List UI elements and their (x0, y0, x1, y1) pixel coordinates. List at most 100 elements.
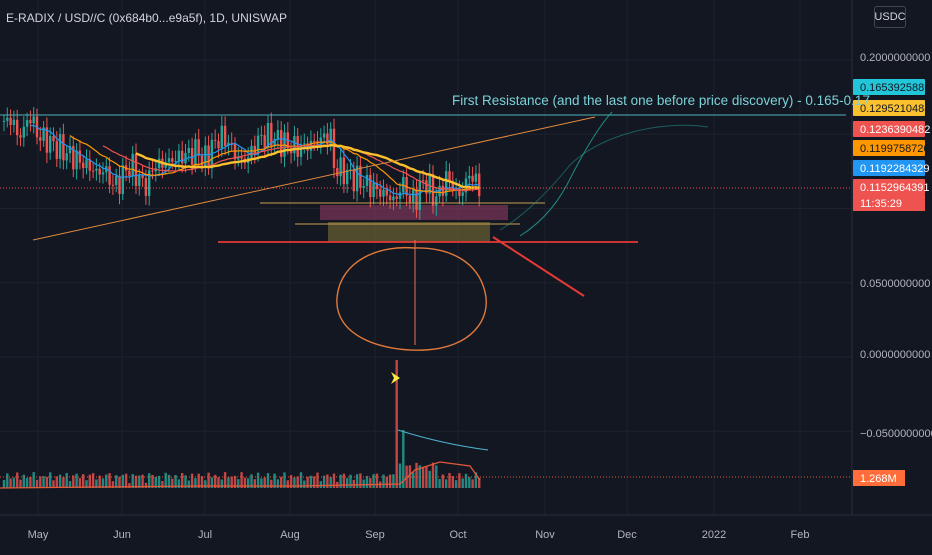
candle (369, 168, 372, 208)
volume-bar (42, 476, 45, 488)
volume-bar (95, 479, 98, 488)
candle (214, 129, 217, 149)
candle (233, 137, 237, 170)
candle-body (375, 182, 379, 190)
candle (273, 132, 276, 155)
candle-body (65, 153, 68, 161)
volume-bar (319, 481, 322, 488)
moving-average-line (135, 143, 480, 190)
candle-body (240, 157, 243, 159)
candle-body (58, 134, 62, 159)
candle-body (365, 174, 369, 186)
volume-bar (85, 480, 88, 488)
volume-bar (78, 478, 82, 488)
volume-bar (247, 478, 250, 488)
price-badge-label: 0.1653925886 (860, 82, 930, 94)
symbol-title: E-RADIX / USD//C (0x684b0...e9a5f), 1D, … (6, 11, 287, 25)
candle (25, 112, 29, 137)
candle-body (184, 152, 187, 164)
volume-bar (121, 474, 124, 488)
candle-body (270, 123, 273, 147)
volume-bar (138, 475, 141, 488)
candle (382, 179, 385, 206)
candle-body (336, 167, 339, 177)
candle-body (458, 187, 461, 196)
volume-bar (299, 472, 303, 488)
volume-bar (32, 472, 35, 488)
price-badge: 0.1152964391 (853, 179, 930, 195)
volume-bar (101, 478, 105, 488)
candle-body (128, 170, 131, 176)
candle-body (253, 145, 256, 154)
candle (398, 182, 402, 210)
volume-bar (415, 462, 418, 488)
candle-body (359, 165, 362, 188)
candle-body (82, 162, 85, 169)
volume-bar (276, 479, 280, 488)
candle (32, 107, 35, 134)
candle-body (382, 189, 385, 197)
volume-bar (91, 473, 95, 488)
volume-bar (296, 476, 299, 488)
price-tick-label: 0.0000000000 (860, 349, 930, 361)
candle (451, 171, 454, 197)
candle-body (157, 158, 161, 169)
candle-body (25, 120, 29, 127)
candle-body (134, 153, 138, 186)
volume-bars (2, 360, 481, 488)
candle-body (2, 120, 6, 122)
candle (332, 118, 336, 179)
volume-bar (29, 477, 32, 488)
volume-bar (375, 473, 379, 488)
candle-body (6, 117, 9, 121)
candle (256, 127, 260, 162)
price-badge-bg (853, 179, 925, 195)
candle-body (121, 165, 124, 194)
candle-body (98, 168, 101, 175)
candle-body (349, 169, 352, 171)
candle-body (464, 178, 468, 193)
price-badge: 0.1295210488 (853, 100, 930, 116)
candle-body (190, 147, 194, 165)
price-badge: 0.1192284329 (853, 160, 930, 176)
candle-body (217, 140, 220, 149)
candle-body (55, 141, 58, 159)
candle-body (468, 175, 471, 179)
candle-body (412, 189, 415, 203)
candle (342, 147, 346, 194)
volume-bar (256, 472, 260, 488)
candle (88, 150, 91, 181)
volume-bar (237, 479, 240, 488)
volume-bar (187, 480, 190, 488)
volume-bar (68, 481, 72, 488)
candle (22, 116, 25, 147)
candle-body (461, 192, 464, 196)
candle (65, 145, 68, 170)
volume-bar (184, 475, 187, 488)
volume-bar (438, 478, 441, 488)
volume-bar (395, 360, 398, 488)
volume-bar (451, 476, 454, 488)
candle-body (39, 137, 42, 141)
candle-body (273, 139, 276, 147)
candle (68, 136, 72, 163)
candle-body (144, 178, 148, 196)
candle-body (299, 144, 303, 157)
candle-body (115, 175, 118, 185)
currency-button[interactable]: USDC (874, 6, 906, 28)
bear-projection-line (492, 236, 585, 297)
drawings-overlay (0, 111, 852, 489)
volume-bar (154, 476, 157, 488)
volume-bar (151, 475, 154, 488)
candle-body (388, 195, 392, 201)
volume-bar (148, 473, 151, 488)
candle-body (200, 155, 204, 166)
volume-bar (111, 481, 115, 488)
volume-bar (250, 474, 253, 488)
volume-bar (194, 478, 197, 488)
volume-bar (418, 465, 421, 488)
highlight-circle (336, 246, 487, 351)
volume-bar (326, 474, 329, 488)
candle (19, 128, 22, 147)
